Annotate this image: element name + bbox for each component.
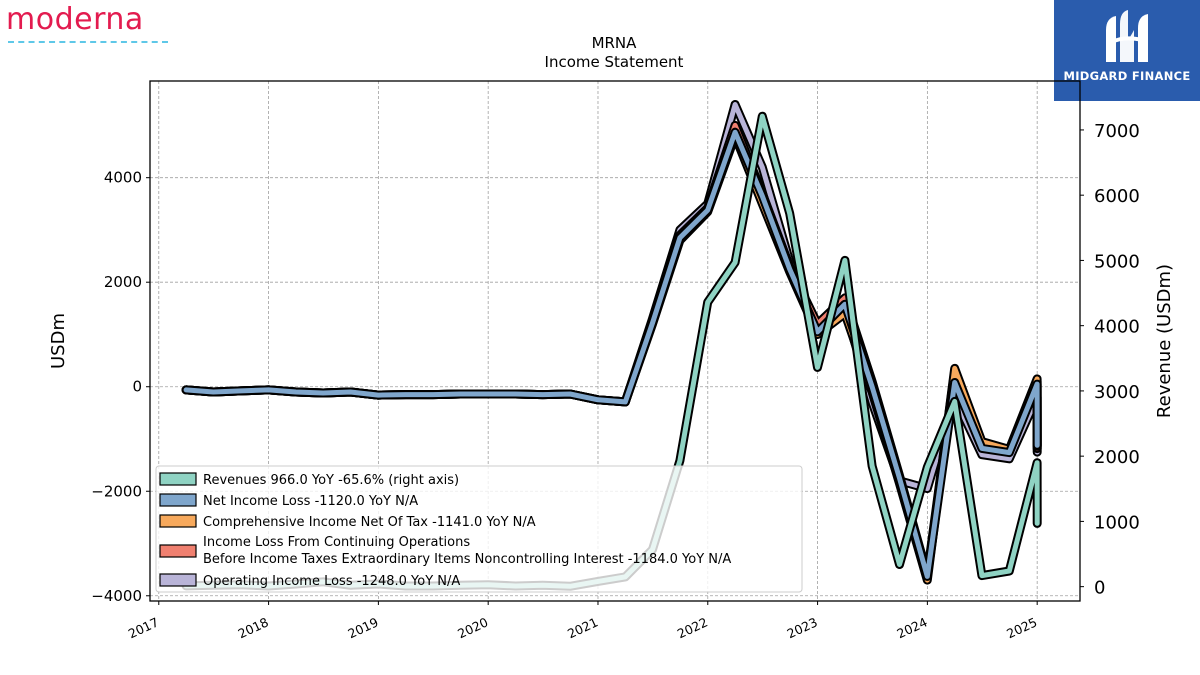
y-right-tick-label: 6000 — [1094, 186, 1140, 207]
y-tick-label: −2000 — [91, 482, 142, 500]
y-right-tick-label: 3000 — [1094, 382, 1140, 403]
x-tick-label: 2017 — [126, 614, 161, 641]
legend-swatch — [159, 544, 197, 558]
legend-label-line2: Before Income Taxes Extraordinary Items … — [203, 552, 731, 567]
legend-swatch — [159, 514, 197, 528]
x-tick-label: 2025 — [1004, 614, 1039, 641]
series-layer — [181, 100, 1042, 591]
x-tick-label: 2022 — [675, 614, 710, 641]
series-line-operating-income-loss — [183, 102, 1040, 492]
chart-title: MRNA — [592, 34, 638, 52]
legend-box — [155, 465, 803, 593]
y-right-tick-label: 7000 — [1094, 121, 1140, 142]
y-tick-label: 4000 — [104, 169, 142, 187]
x-tick-label: 2018 — [236, 614, 271, 641]
x-tick-label: 2023 — [785, 614, 820, 641]
legend-swatch — [159, 573, 197, 587]
legend-label: Income Loss From Continuing Operations — [203, 535, 470, 550]
plot-frame — [149, 80, 1081, 602]
legend-swatch — [159, 472, 197, 486]
x-axis: 2017 2018 2019 2020 2021 2022 2023 2024 2025 — [126, 601, 1039, 641]
midgard-emblem-icon — [1106, 10, 1148, 62]
x-tick-label: 2019 — [345, 614, 380, 641]
moderna-logo-text: moderna — [6, 2, 144, 37]
y-right-tick-label: 1000 — [1094, 512, 1140, 533]
right-axis: 0 1000 2000 3000 4000 5000 6000 7000 — [1080, 121, 1140, 599]
series-outline-operating-income-loss — [181, 100, 1042, 494]
legend: Revenues 966.0 YoY -65.6% (right axis) Ne… — [155, 465, 803, 593]
x-tick-label: 2024 — [894, 614, 929, 641]
y-right-tick-label: 2000 — [1094, 447, 1140, 468]
moderna-logo: moderna — [6, 2, 172, 46]
y-tick-label: −4000 — [91, 587, 142, 605]
grid — [150, 81, 1080, 601]
y-tick-label: 0 — [132, 378, 142, 396]
y-right-tick-label: 5000 — [1094, 251, 1140, 272]
y-tick-label: 2000 — [104, 273, 142, 291]
moderna-logo-underline — [8, 41, 168, 43]
left-axis: −4000 −2000 0 2000 4000 — [91, 169, 150, 605]
midgard-finance-logo: MIDGARD FINANCE — [1054, 0, 1200, 101]
x-tick-label: 2020 — [455, 614, 490, 641]
series-line-net-income-loss — [183, 129, 1040, 579]
legend-label: Revenues 966.0 YoY -65.6% (right axis) — [203, 473, 459, 488]
chart-subtitle: Income Statement — [545, 53, 684, 71]
legend-label: Net Income Loss -1120.0 YoY N/A — [203, 494, 418, 509]
y-axis-label-right: Revenue (USDm) — [1154, 264, 1175, 418]
x-tick-label: 2021 — [565, 614, 600, 641]
y-right-tick-label: 4000 — [1094, 317, 1140, 338]
legend-label: Operating Income Loss -1248.0 YoY N/A — [203, 574, 460, 589]
legend-label: Comprehensive Income Net Of Tax -1141.0 … — [203, 515, 536, 530]
midgard-finance-text: MIDGARD FINANCE — [1063, 69, 1191, 83]
legend-swatch — [159, 493, 197, 507]
y-axis-label-left: USDm — [48, 313, 69, 369]
y-right-tick-label: 0 — [1094, 578, 1105, 599]
